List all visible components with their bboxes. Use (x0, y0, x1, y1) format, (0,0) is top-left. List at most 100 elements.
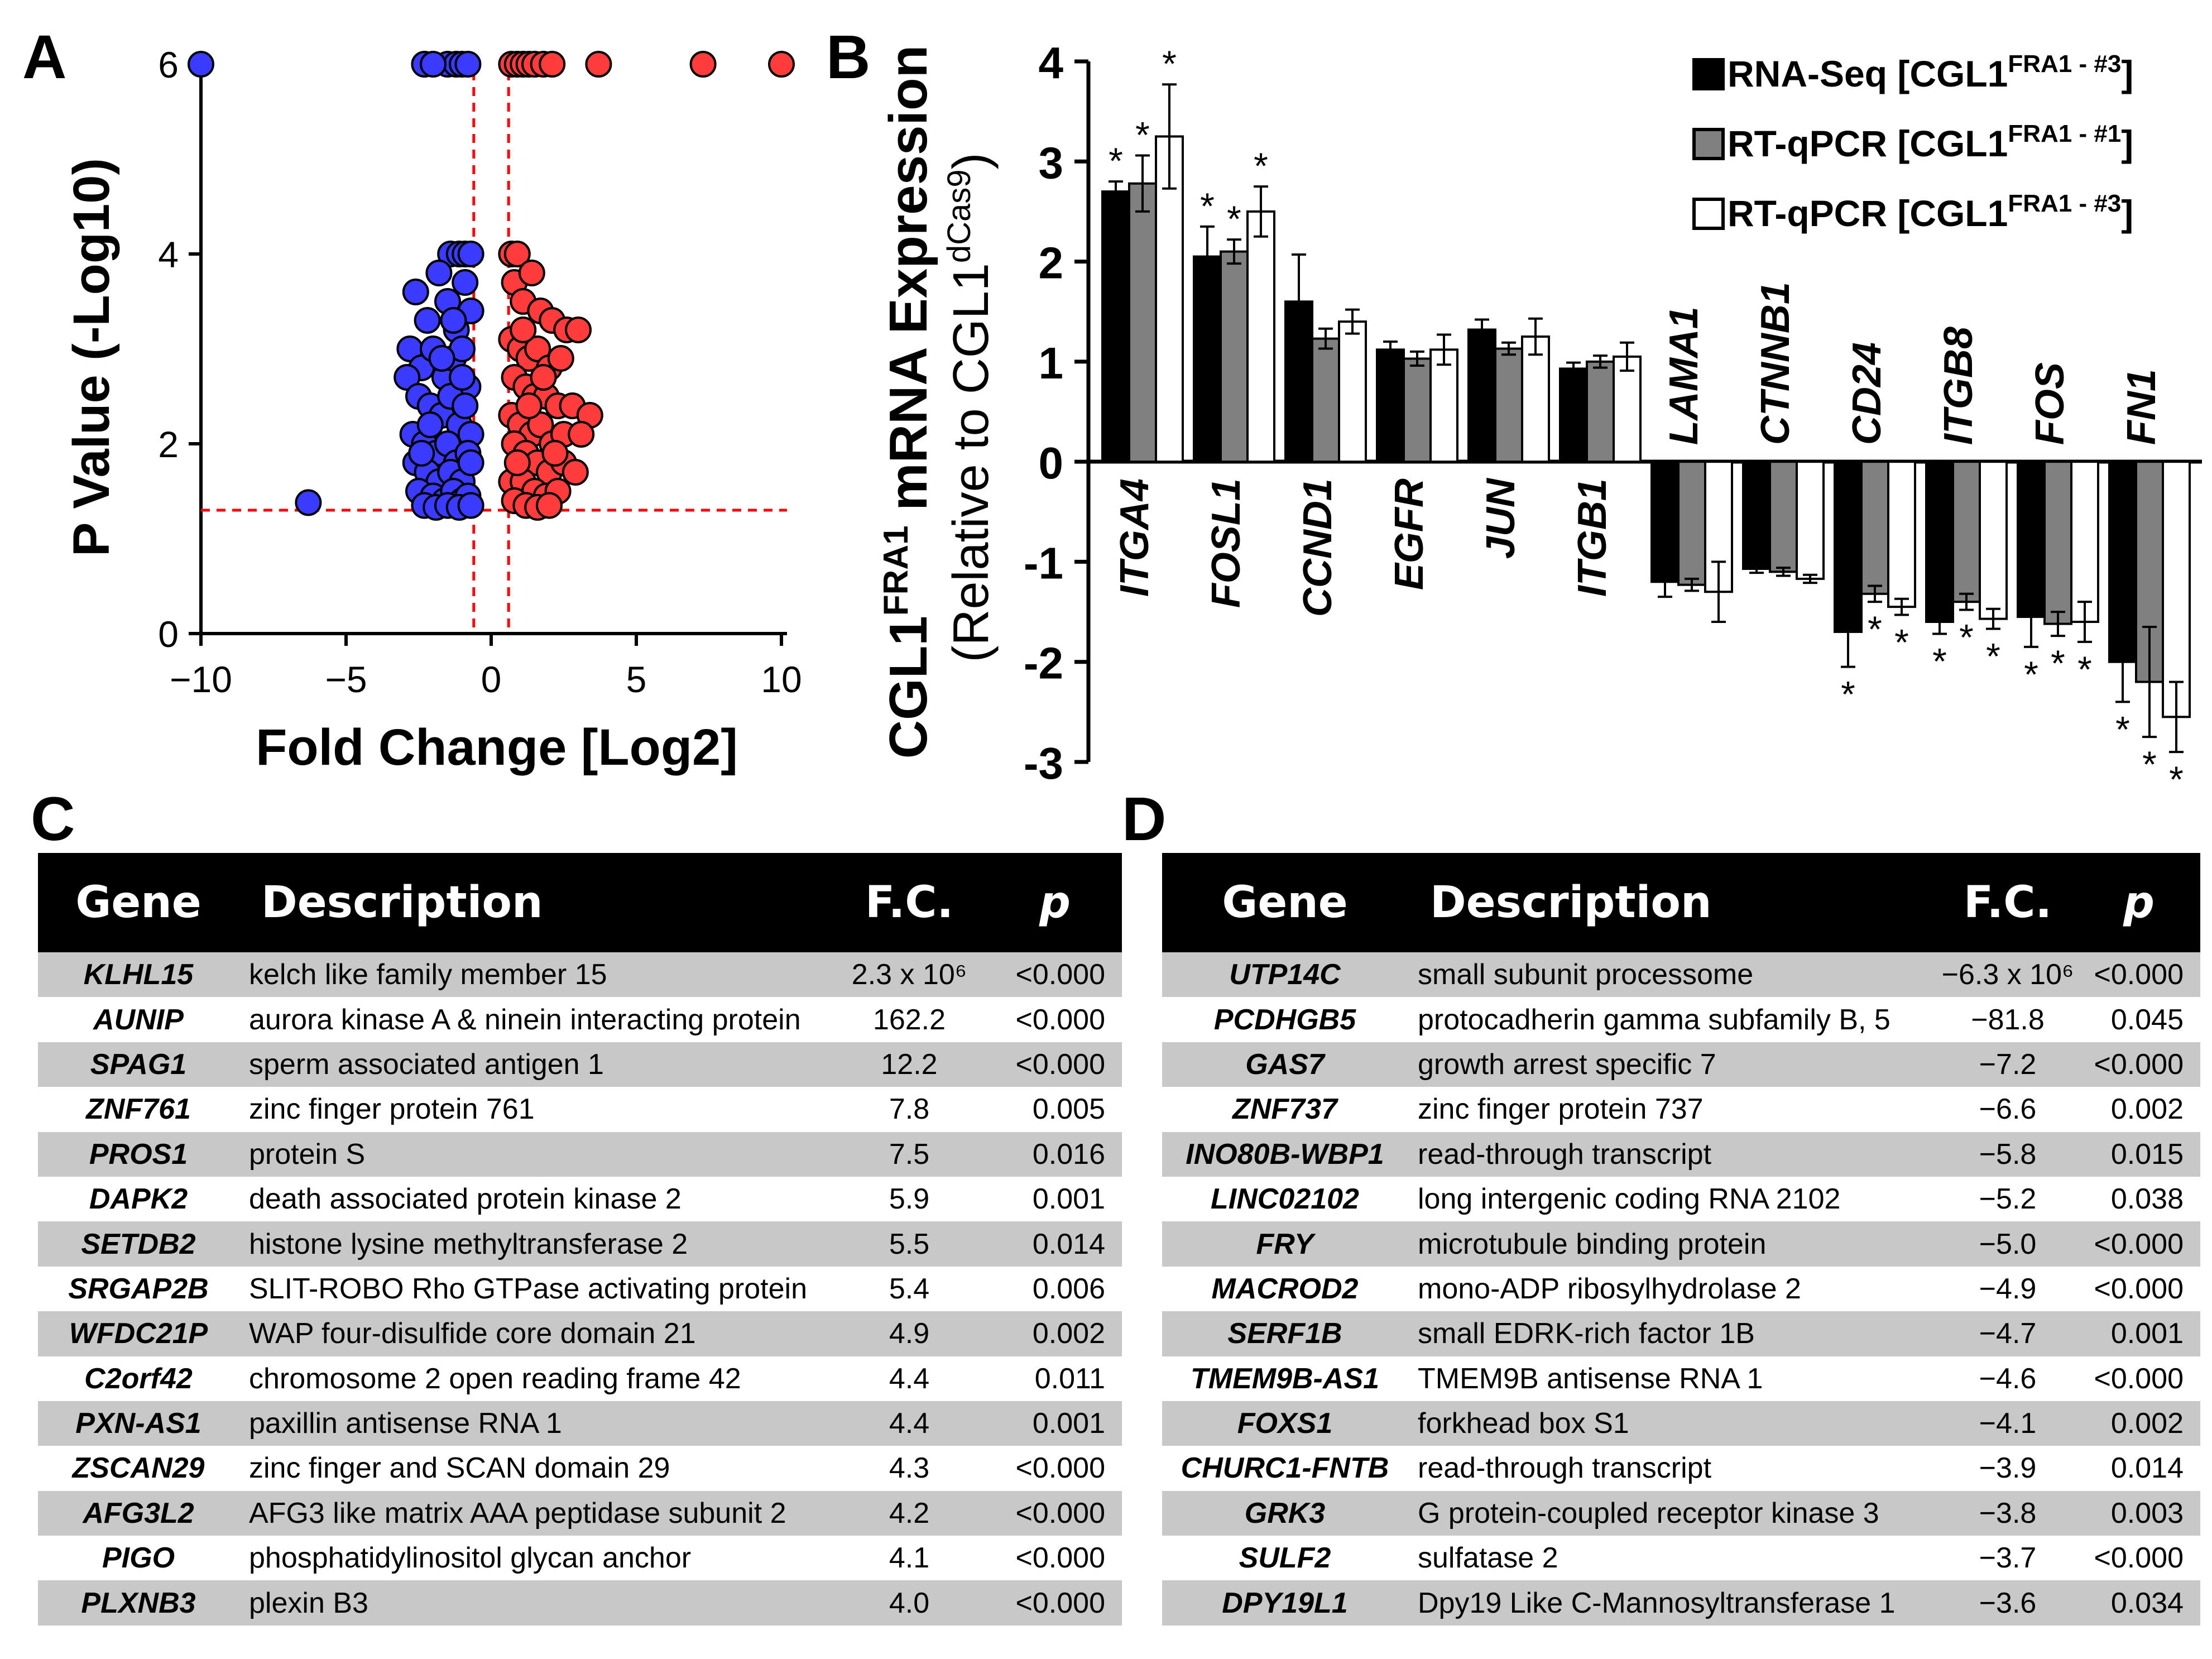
up-point (503, 241, 531, 267)
col-header-fc: F.C. (831, 853, 988, 952)
up-point (768, 51, 795, 78)
table-row: C2orf42 chromosome 2 open reading frame 4… (38, 1356, 1122, 1401)
description-cell: read-through transcript (1418, 1452, 1712, 1485)
significance-star: * (1162, 43, 1177, 84)
category-label: LAMA1 (1662, 306, 1706, 445)
bar (1467, 328, 1496, 463)
panel-label-b: B (826, 23, 870, 92)
down-point (425, 260, 453, 286)
table-row: PCDHGB5 protocadherin gamma subfamily B, … (1162, 997, 2200, 1042)
gene-cell: TMEM9B-AS1 (1190, 1362, 1380, 1395)
category-label: EGFR (1387, 478, 1432, 590)
gene-cell: GAS7 (1162, 1042, 1408, 1087)
p-value-cell: 0.038 (2110, 1183, 2184, 1216)
y-tick-label: 0 (1039, 438, 1064, 488)
gene-cell: SULF2 (1239, 1542, 1331, 1575)
fold-change-cell: 5.9 (889, 1183, 930, 1216)
gene-cell: DAPK2 (89, 1183, 188, 1216)
down-point (420, 51, 447, 78)
bar (1925, 461, 1954, 624)
category-label: CCND1 (1295, 478, 1340, 617)
table-row: PLXNB3 plexin B3 4.0 <0.000 (38, 1580, 1122, 1626)
up-point (568, 421, 595, 448)
gene-cell: CHURC1-FNTB (1181, 1452, 1389, 1485)
down-point (454, 51, 482, 78)
p-value-cell: 0.014 (2110, 1452, 2184, 1485)
bar (1101, 190, 1130, 463)
gene-cell: ZNF761 (86, 1093, 191, 1126)
description-cell: growth arrest specific 7 (1408, 1042, 1938, 1087)
category-label: JUN (1479, 477, 1523, 559)
fold-change-cell: 5.5 (831, 1221, 988, 1267)
gene-cell: ZNF737 (1232, 1093, 1337, 1126)
bar (1376, 348, 1405, 463)
bar-y-sublabel-close: ) (943, 153, 999, 170)
significance-star: * (1254, 145, 1268, 186)
bar (1769, 461, 1798, 573)
fold-change-cell: 4.9 (831, 1311, 988, 1356)
description-cell: WAP four-disulfide core domain 21 (239, 1311, 831, 1356)
legend-label-end: ] (2121, 193, 2133, 234)
bar-y-label: CGL1FRA1 mRNA Expression (877, 45, 938, 759)
fold-change-cell: 5.4 (889, 1272, 930, 1305)
table-row: UTP14C small subunit processome −6.3 x 10⁶… (1162, 952, 2200, 998)
up-point (530, 364, 557, 391)
gene-cell: SETDB2 (38, 1221, 239, 1267)
bar (1193, 255, 1222, 463)
significance-star: * (1135, 114, 1150, 156)
p-value-cell: <0.000 (988, 1042, 1122, 1087)
description-cell: histone lysine methyltransferase 2 (239, 1221, 831, 1267)
fold-change-cell: −5.0 (1938, 1221, 2077, 1267)
bar (1403, 357, 1432, 463)
description-cell: zinc finger protein 761 (249, 1093, 535, 1126)
p-value-cell: 0.002 (988, 1311, 1122, 1356)
y-tick-label: 1 (1039, 338, 1064, 388)
table-row: CHURC1-FNTB read-through transcript −3.9 0.… (1162, 1446, 2200, 1490)
significance-star: * (1959, 616, 1974, 658)
table-row: SERF1B small EDRK-rich factor 1B −4.7 0.001 (1162, 1311, 2200, 1356)
gene-cell: FOXS1 (1162, 1401, 1408, 1446)
table-row: DAPK2 death associated protein kinase 2 5.… (38, 1177, 1122, 1221)
p-value-cell: 0.011 (1034, 1362, 1105, 1395)
gene-cell: WFDC21P (38, 1311, 239, 1356)
p-value-cell: <0.000 (1015, 1452, 1106, 1485)
description-cell: phosphatidylinositol glycan anchor (249, 1542, 692, 1575)
bar (2043, 461, 2072, 625)
up-point (539, 51, 566, 78)
down-point (457, 492, 484, 519)
fold-change-cell: −3.6 (1938, 1580, 2077, 1626)
legend-label-end: ] (2121, 123, 2133, 164)
volcano-points (188, 51, 795, 521)
up-point (562, 459, 589, 486)
description-cell: protein S (239, 1131, 831, 1177)
description-cell: read-through transcript (1408, 1131, 1938, 1177)
table-row: FRY microtubule binding protein −5.0 <0.000 (1162, 1221, 2200, 1267)
y-tick-label: 0 (158, 613, 179, 655)
p-value-cell: <0.000 (2094, 1542, 2184, 1575)
bar (2070, 461, 2099, 624)
bar (1742, 461, 1771, 570)
downregulated-genes-table: Gene Description F.C. p UTP14C small subu… (1162, 853, 2200, 1626)
fold-change-cell: −81.8 (1971, 1003, 2045, 1036)
fold-change-cell: −6.3 x 10⁶ (1938, 952, 2077, 998)
description-cell: TMEM9B antisense RNA 1 (1418, 1362, 1763, 1395)
significance-star: * (1227, 198, 1241, 239)
gene-cell: PIGO (102, 1542, 175, 1575)
table-row: SRGAP2B SLIT-ROBO Rho GTPase activating p… (38, 1267, 1122, 1311)
description-cell: kelch like family member 15 (239, 952, 831, 998)
gene-cell: SRGAP2B (68, 1272, 209, 1305)
gene-cell: PXN-AS1 (38, 1401, 239, 1446)
bar-category-labels: ITGA4 FOSL1 CCND1 EGFR JUN ITGB1 LAMA1 CTNNB1 CD… (1112, 282, 2164, 617)
panel-label-a: A (22, 23, 66, 92)
legend-label-sup: FRA1 - #1 (2008, 120, 2121, 147)
p-value-cell: 0.001 (1032, 1183, 1105, 1216)
bar (1979, 461, 2008, 620)
gene-cell: PROS1 (38, 1131, 239, 1177)
fold-change-cell: 4.1 (889, 1542, 930, 1575)
panel-label-c: C (31, 785, 75, 854)
gene-cell: SERF1B (1162, 1311, 1408, 1356)
category-label: ITGB1 (1570, 478, 1615, 597)
gene-cell: KLHL15 (38, 952, 239, 998)
p-value-cell: 0.005 (1032, 1093, 1105, 1126)
table-row: INO80B-WBP1 read-through transcript −5.8 0.… (1162, 1131, 2200, 1177)
